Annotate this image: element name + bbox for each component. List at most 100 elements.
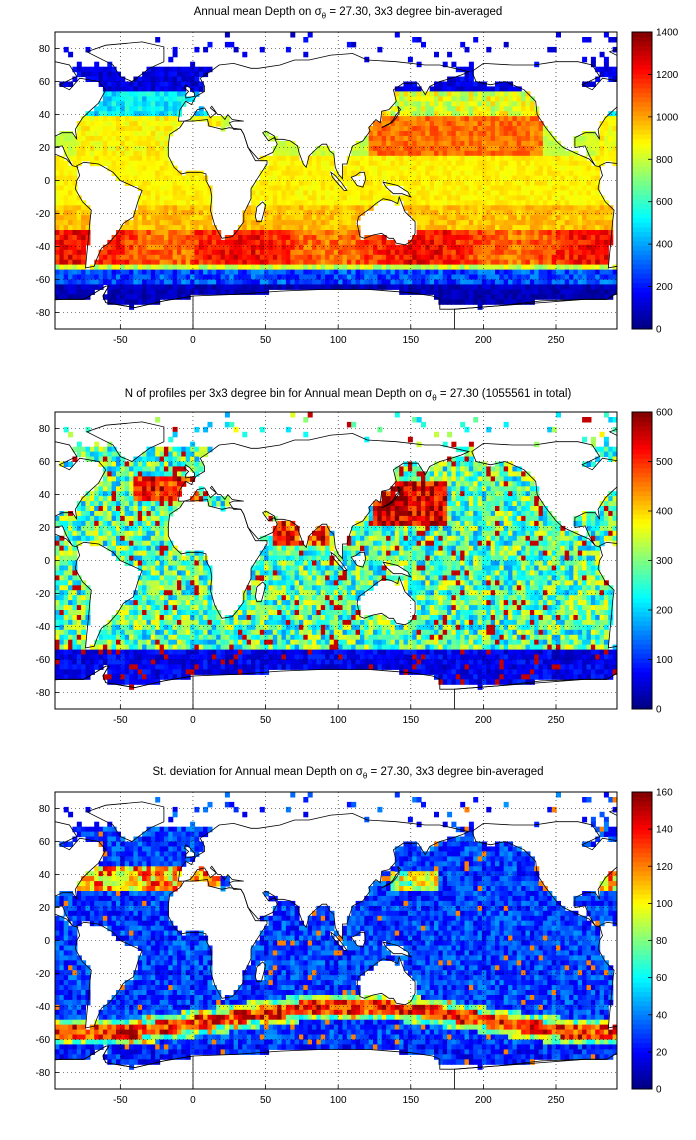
land-africa bbox=[167, 119, 268, 239]
land-antarctica bbox=[55, 1045, 194, 1089]
y-tick-label: -20 bbox=[36, 969, 51, 980]
sigma-symbol: σ bbox=[425, 388, 433, 400]
land-north-america bbox=[55, 441, 107, 548]
coastlines bbox=[55, 421, 617, 709]
x-tick-label: 0 bbox=[190, 335, 196, 346]
y-tick-label: 80 bbox=[39, 424, 51, 435]
data-cells bbox=[55, 792, 617, 1070]
colorbar-tick-label: 40 bbox=[656, 1010, 668, 1021]
land-madagascar bbox=[254, 201, 267, 223]
x-tick-label: 200 bbox=[475, 1095, 492, 1106]
colorbar-tick-label: 600 bbox=[656, 197, 673, 208]
y-tick-label: 20 bbox=[39, 903, 51, 914]
x-tick-label: 150 bbox=[402, 1095, 419, 1106]
colorbar: 0 200 400 600 800 1000 1200 1400 bbox=[631, 28, 679, 336]
land-south-america bbox=[597, 541, 617, 649]
x-tick-label: 0 bbox=[190, 1095, 196, 1106]
map-plot: -50 0 50 100 150 200 250806040200-20-40-60-800… bbox=[36, 408, 674, 727]
title-prefix: St. deviation for Annual mean Depth on bbox=[152, 766, 356, 778]
x-tick-label: 0 bbox=[190, 715, 196, 726]
land-antarctica bbox=[55, 665, 194, 709]
title-prefix: Annual mean Depth on bbox=[193, 6, 315, 18]
colorbar-tick-label: 500 bbox=[656, 457, 673, 468]
land-japan bbox=[381, 866, 402, 889]
axes-frame bbox=[54, 31, 618, 330]
colorbar-tick-label: 1000 bbox=[656, 112, 679, 123]
land-greenland bbox=[85, 421, 165, 462]
data-cells bbox=[55, 412, 617, 690]
y-tick-label: 20 bbox=[39, 143, 51, 154]
y-tick-label: 20 bbox=[39, 523, 51, 534]
land-madagascar bbox=[254, 961, 267, 983]
y-tick-label: -80 bbox=[36, 308, 51, 319]
y-tick-label: 0 bbox=[44, 556, 50, 567]
title-suffix: = 27.30, 3x3 degree bin-averaged bbox=[367, 766, 544, 778]
land-north-america bbox=[471, 441, 617, 548]
land-borneo bbox=[350, 931, 367, 948]
colorbar-tick-label: 100 bbox=[656, 899, 673, 910]
colorbar-tick-label: 800 bbox=[656, 155, 673, 166]
colorbar-tick-label: 1400 bbox=[656, 28, 679, 39]
data-cells bbox=[55, 32, 617, 310]
x-tick-label: 100 bbox=[330, 715, 347, 726]
y-tick-label: 60 bbox=[39, 837, 51, 848]
y-tick-label: 80 bbox=[39, 804, 51, 815]
colorbar-tick-label: 100 bbox=[656, 655, 673, 666]
axes-frame bbox=[54, 791, 618, 1090]
land-sumatra bbox=[330, 551, 348, 571]
colorbar-tick-label: 200 bbox=[656, 606, 673, 617]
y-tick-label: 60 bbox=[39, 457, 51, 468]
axes-frame bbox=[54, 411, 618, 710]
colorbar-tick-label: 140 bbox=[656, 825, 673, 836]
land-greenland bbox=[85, 41, 165, 82]
sigma-subscript: θ bbox=[321, 11, 327, 21]
x-tick-label: 150 bbox=[402, 335, 419, 346]
panel-mean-depth: Annual mean Depth on σθ = 27.30, 3x3 deg… bbox=[0, 0, 696, 380]
land-uk bbox=[183, 464, 195, 479]
y-tick-label: 0 bbox=[44, 936, 50, 947]
colorbar: 0 20 40 60 80 100 120 140 160 bbox=[631, 788, 673, 1096]
colorbar-tick-label: 0 bbox=[656, 325, 662, 336]
y-tick-label: -60 bbox=[36, 275, 51, 286]
colorbar-tick-label: 400 bbox=[656, 507, 673, 518]
sigma-subscript: θ bbox=[432, 393, 437, 403]
panel-title: N of profiles per 3x3 degree bin for Ann… bbox=[0, 388, 696, 402]
panel-title: Annual mean Depth on σθ = 27.30, 3x3 deg… bbox=[0, 6, 696, 20]
land-greenland bbox=[85, 801, 165, 842]
y-tick-label: -20 bbox=[36, 589, 51, 600]
x-tick-label: 200 bbox=[475, 715, 492, 726]
land-uk bbox=[183, 84, 195, 99]
x-tick-label: -50 bbox=[113, 715, 128, 726]
land-north-america bbox=[471, 821, 617, 928]
x-tick-label: 100 bbox=[330, 335, 347, 346]
y-tick-label: 0 bbox=[44, 176, 50, 187]
x-tick-label: 50 bbox=[260, 335, 272, 346]
y-tick-label: -80 bbox=[36, 1068, 51, 1079]
colorbar: 0 100 200 300 400 500 600 bbox=[631, 408, 673, 716]
land-eurasia bbox=[177, 813, 471, 940]
y-tick-label: 80 bbox=[39, 44, 51, 55]
x-tick-label: 100 bbox=[330, 1095, 347, 1106]
y-tick-label: -80 bbox=[36, 688, 51, 699]
colorbar-tick-label: 160 bbox=[656, 788, 673, 799]
panel-std-deviation: St. deviation for Annual mean Depth on σ… bbox=[0, 760, 696, 1140]
land-sumatra bbox=[330, 171, 348, 191]
land-australia bbox=[356, 195, 416, 246]
land-australia bbox=[356, 955, 416, 1006]
land-madagascar bbox=[254, 581, 267, 603]
sigma-subscript: θ bbox=[362, 771, 368, 781]
land-south-america bbox=[597, 161, 617, 269]
y-tick-label: -40 bbox=[36, 242, 51, 253]
x-tick-label: 250 bbox=[548, 1095, 565, 1106]
land-uk bbox=[183, 844, 195, 859]
colorbar-tick-label: 1200 bbox=[656, 70, 679, 81]
land-north-america bbox=[471, 61, 617, 168]
x-tick-label: 200 bbox=[475, 335, 492, 346]
land-japan bbox=[381, 106, 402, 129]
land-africa bbox=[167, 499, 268, 619]
title-suffix: = 27.30 (1055561 in total) bbox=[436, 388, 572, 400]
land-borneo bbox=[350, 551, 367, 568]
land-eurasia bbox=[177, 433, 471, 560]
x-tick-label: 150 bbox=[402, 715, 419, 726]
